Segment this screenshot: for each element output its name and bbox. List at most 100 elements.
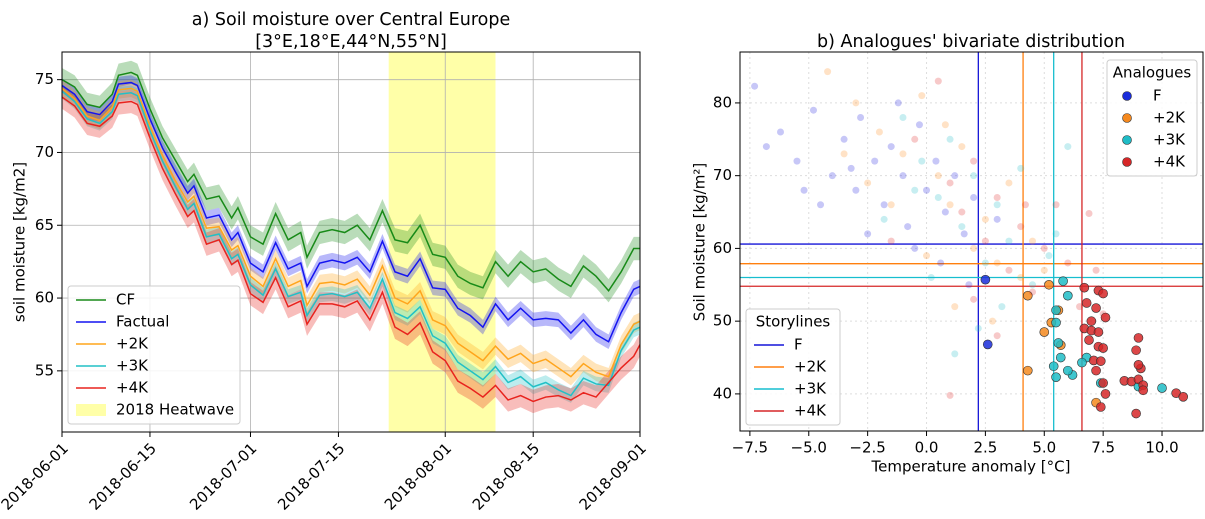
background-point	[887, 201, 895, 209]
background-point	[1064, 259, 1072, 267]
x-tick-label: 2018-06-01	[0, 439, 72, 513]
analogue-point	[1091, 303, 1101, 313]
background-point	[1017, 274, 1025, 282]
background-point	[904, 223, 912, 231]
plot-frame	[61, 51, 641, 433]
x-tick-label: 10.0	[1145, 439, 1178, 457]
background-point	[840, 150, 848, 158]
background-point	[974, 324, 982, 332]
legend-label: +3K	[794, 380, 827, 398]
background-point	[965, 281, 973, 289]
background-point	[993, 332, 1001, 340]
legend-swatch	[76, 404, 106, 416]
background-point	[993, 193, 1001, 201]
legend-swatch	[1122, 135, 1132, 145]
background-point	[1017, 164, 1025, 172]
legend-label: CF	[116, 291, 135, 309]
background-point	[946, 179, 954, 187]
legend-label: +4K	[116, 379, 149, 397]
background-point	[934, 77, 942, 85]
analogue-point	[1157, 383, 1167, 393]
analogue-point	[1051, 317, 1061, 328]
background-point	[958, 223, 966, 231]
background-point	[875, 128, 883, 136]
legend-label: +2K	[794, 358, 827, 376]
background-point	[894, 99, 902, 107]
background-point	[1021, 201, 1029, 209]
background-point	[915, 121, 923, 129]
background-point	[899, 150, 907, 158]
background-point	[1045, 252, 1053, 260]
chart-title: b) Analogues' bivariate distribution	[817, 32, 1125, 52]
background-point	[824, 68, 832, 76]
background-point	[923, 252, 931, 260]
background-point	[970, 157, 978, 165]
y-tick-label: 75	[35, 70, 54, 88]
analogue-point	[1048, 361, 1059, 372]
chart-subtitle: [3°E,18°E,44°N,55°N]	[255, 32, 447, 52]
y-axis-label: soil moisture [kg/m2]	[11, 162, 29, 322]
background-point	[923, 186, 931, 194]
x-tick-label: −2.5	[849, 439, 885, 457]
background-point	[1076, 303, 1084, 311]
background-point	[988, 317, 996, 325]
background-point	[800, 186, 808, 194]
analogue-point	[1095, 402, 1106, 412]
legend-title: Storylines	[756, 313, 831, 331]
analogue-point	[1077, 357, 1087, 368]
legend-swatch	[1122, 91, 1132, 101]
background-point	[946, 201, 954, 209]
background-point	[941, 208, 949, 216]
y-axis-label: Soil moisture [kg/m²]	[691, 163, 709, 321]
background-point	[946, 135, 954, 143]
legend-label: F	[1153, 87, 1162, 105]
background-point	[911, 244, 919, 252]
background-point	[1028, 237, 1036, 245]
background-point	[958, 208, 966, 216]
analogue-point	[1093, 327, 1104, 337]
y-tick-label: 60	[35, 289, 54, 307]
background-point	[981, 237, 989, 245]
legend-label: +3K	[116, 357, 149, 375]
background-point	[993, 201, 1001, 209]
legend-swatch	[1122, 157, 1132, 167]
y-tick-label: 55	[35, 361, 54, 379]
background-point	[970, 193, 978, 201]
legend-label: +4K	[794, 402, 827, 420]
analogue-point	[1051, 305, 1061, 316]
legend-label: +4K	[1153, 153, 1186, 171]
background-point	[918, 92, 926, 100]
background-point	[951, 303, 959, 311]
y-tick-label: 40	[713, 384, 732, 402]
background-point	[847, 164, 855, 172]
analogue-point	[1079, 282, 1090, 293]
legend-label: F	[794, 336, 803, 354]
analogue-point	[1022, 365, 1033, 376]
background-point	[871, 157, 879, 165]
analogue-point	[982, 339, 993, 350]
background-point	[951, 350, 959, 358]
x-tick-label: 7.5	[1091, 439, 1115, 457]
background-point	[864, 230, 872, 238]
background-point	[828, 172, 836, 180]
x-tick-label: 2.5	[973, 439, 997, 457]
x-tick-label: 2018-09-01	[576, 439, 650, 513]
background-point	[1028, 288, 1036, 296]
background-point	[934, 172, 942, 180]
analogue-point	[1098, 378, 1108, 388]
analogue-point	[1178, 392, 1189, 402]
background-point	[887, 237, 895, 245]
y-tick-label: 60	[713, 239, 732, 257]
x-tick-label: −7.5	[732, 439, 768, 457]
background-point	[958, 143, 966, 151]
legend-label: 2018 Heatwave	[116, 401, 234, 419]
background-point	[1005, 237, 1013, 245]
background-point	[918, 157, 926, 165]
background-point	[1092, 266, 1100, 274]
legend-box	[745, 308, 841, 426]
background-point	[911, 135, 919, 143]
background-point	[1052, 201, 1060, 209]
x-tick-label: 0.0	[915, 439, 939, 457]
background-point	[960, 230, 968, 238]
